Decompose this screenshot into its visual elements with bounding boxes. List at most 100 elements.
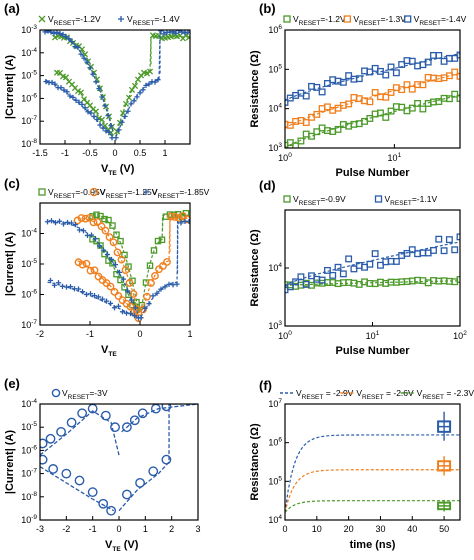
data-point	[80, 228, 87, 234]
data-point	[76, 227, 83, 233]
x-axis-label: Pulse Number	[336, 345, 411, 357]
data-point	[135, 477, 145, 488]
data-point	[146, 68, 154, 75]
data-point	[100, 125, 106, 131]
data-point	[148, 466, 159, 477]
data-point	[94, 272, 103, 281]
tick-exponent: 4	[278, 514, 282, 521]
data-point	[51, 388, 61, 398]
x-tick-label: 101	[388, 152, 402, 163]
label-subscript: TE	[108, 170, 117, 177]
legend-label: VRESET=-1.85V	[152, 187, 210, 200]
label-subscript: TE	[108, 351, 117, 358]
tick-base: 10	[21, 93, 31, 103]
data-point	[87, 65, 93, 71]
data-point	[88, 232, 95, 238]
label-subscript: RESET	[422, 394, 444, 401]
label-main: V	[62, 388, 68, 398]
data-point	[51, 282, 58, 288]
label-subscript: RESET	[359, 20, 381, 27]
x-tick-label: 20	[344, 524, 354, 534]
data-point	[63, 33, 69, 40]
data-point	[115, 303, 122, 309]
data-point	[105, 216, 112, 224]
data-point	[66, 417, 77, 428]
data-point	[72, 222, 79, 228]
data-point	[323, 80, 331, 87]
data-point	[116, 127, 122, 133]
data-point	[45, 433, 56, 444]
iv-curve	[121, 404, 198, 433]
y-tick-label: 10-4	[21, 47, 37, 58]
y-tick-label: 107	[268, 398, 282, 409]
data-point	[382, 71, 390, 79]
iv-curve	[77, 217, 140, 314]
iv-curve	[118, 404, 198, 512]
data-point	[334, 125, 342, 133]
data-point	[408, 85, 416, 93]
data-point	[43, 79, 49, 85]
data-point	[382, 93, 390, 101]
data-point	[366, 68, 374, 76]
x-tick-label: 2	[169, 524, 174, 534]
tick-exponent: 3	[278, 320, 282, 327]
data-point	[152, 79, 158, 85]
x-tick-label: -2	[36, 329, 44, 339]
data-point	[456, 233, 460, 241]
data-point	[140, 87, 146, 93]
data-point	[108, 123, 114, 129]
data-point	[308, 132, 315, 140]
y-tick-label: 10-7	[21, 319, 37, 330]
data-point	[51, 30, 57, 36]
data-point	[75, 286, 82, 292]
panel-letter: (b)	[259, 1, 276, 16]
tick-exponent: 0	[288, 330, 292, 337]
label-subscript: RESET	[68, 394, 90, 401]
data-point	[105, 112, 111, 119]
x-tick-label: 1	[143, 524, 148, 534]
label-main: V	[152, 187, 158, 197]
data-point	[355, 75, 363, 83]
data-point	[90, 266, 99, 275]
data-point	[110, 287, 119, 296]
data-point	[98, 498, 109, 509]
tick-base: 10	[21, 290, 31, 300]
data-point	[371, 250, 379, 258]
label-suffix: = -2.3V	[444, 388, 474, 398]
label-suffix: (V)	[117, 163, 135, 175]
data-point	[318, 88, 326, 96]
data-point	[162, 284, 168, 290]
data-point	[445, 236, 453, 244]
data-point	[419, 81, 427, 89]
tick-exponent: -7	[31, 319, 37, 326]
data-point	[84, 58, 92, 65]
label-main: V	[48, 187, 54, 197]
legend: VRESET=-1.2V VRESET=-1.3V VRESET=-1.4V	[283, 14, 467, 27]
label-subscript: RESET	[302, 394, 324, 401]
tick-base: 10	[21, 492, 31, 502]
y-tick-label: 10-6	[21, 444, 37, 455]
x-tick-label: 0	[116, 524, 121, 534]
legend-label: VRESET=-1.4V	[414, 14, 467, 27]
x-tick-label: 0	[282, 524, 287, 534]
data-point	[62, 74, 70, 81]
x-tick-label: -1	[86, 329, 94, 339]
data-point	[49, 79, 55, 86]
tick-base: 10	[21, 469, 31, 479]
data-point	[135, 315, 142, 321]
x-tick-label: 0	[137, 329, 142, 339]
data-point	[377, 109, 384, 117]
legend-label: VRESET=-3V	[62, 388, 108, 401]
axis-frame	[284, 209, 461, 327]
tick-base: 10	[388, 153, 398, 163]
tick-exponent: -3	[31, 24, 37, 31]
data-point	[124, 288, 131, 294]
data-point	[150, 247, 158, 254]
legend: VRESET=-0.9V VRESET=-1.1V	[283, 194, 437, 207]
label-main: V	[296, 388, 302, 398]
data-point	[408, 57, 416, 65]
data-point	[178, 220, 184, 226]
data-point	[79, 289, 86, 295]
